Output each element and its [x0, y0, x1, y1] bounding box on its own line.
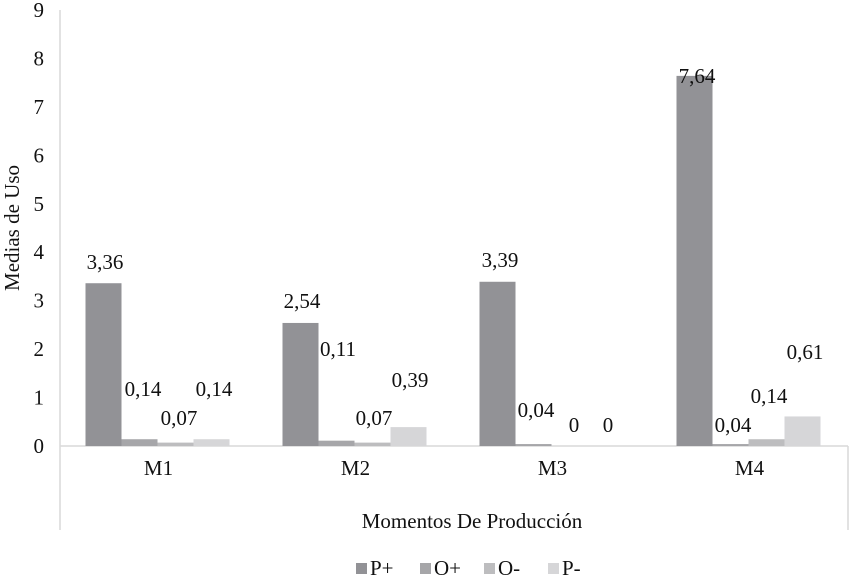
legend-label: O+: [434, 556, 461, 580]
x-tick-label: M2: [341, 456, 370, 480]
legend-item: O+: [420, 556, 461, 580]
x-tick-label: M4: [735, 456, 765, 480]
data-label: 0,11: [320, 337, 356, 361]
legend-item: O-: [484, 556, 520, 580]
bar: [354, 442, 391, 446]
data-label: 2,54: [284, 289, 321, 313]
x-axis-title: Momentos De Producción: [362, 509, 583, 533]
y-axis-title: Medias de Uso: [0, 165, 24, 291]
data-label: 0,14: [125, 377, 162, 401]
bar: [676, 75, 713, 446]
y-tick-label: 5: [34, 192, 45, 216]
axes: 0 1 2 3 4 5 6 7 8 9 M1 M2 M3 M4: [34, 0, 849, 530]
bar: [318, 440, 355, 446]
data-label: 0: [603, 413, 614, 437]
data-label: 0,07: [356, 406, 393, 430]
legend-item: P-: [548, 556, 581, 580]
bar: [479, 281, 516, 446]
legend-swatch: [484, 563, 495, 574]
x-tick-label: M1: [144, 456, 173, 480]
legend-swatch: [356, 563, 367, 574]
bar: [515, 444, 552, 446]
legend-label: O-: [498, 556, 520, 580]
bar: [712, 444, 749, 446]
y-tick-label: 9: [34, 0, 45, 22]
legend-item: P+: [356, 556, 394, 580]
data-label: 7,64: [679, 64, 716, 88]
data-label: 0,14: [196, 377, 233, 401]
data-label: 0,61: [787, 340, 824, 364]
data-label: 3,36: [87, 250, 124, 274]
bars: [85, 75, 821, 446]
legend-swatch: [420, 563, 431, 574]
legend: P+ O+ O- P-: [356, 556, 581, 580]
bar: [121, 439, 158, 446]
y-tick-label: 0: [34, 434, 45, 458]
data-label: 3,39: [482, 248, 519, 272]
y-tick-label: 3: [34, 289, 45, 313]
bar: [193, 439, 230, 446]
bar: [748, 439, 785, 446]
y-tick-label: 2: [34, 337, 45, 361]
data-label: 0: [569, 413, 580, 437]
legend-label: P-: [562, 556, 581, 580]
bar: [157, 442, 194, 446]
x-tick-label: M3: [538, 456, 567, 480]
data-labels: 3,36 0,14 0,07 0,14 2,54 0,11 0,07 0,39 3,39 0,04…: [87, 64, 824, 437]
y-tick-label: 7: [34, 95, 45, 119]
bar: [390, 427, 427, 446]
data-label: 0,14: [751, 384, 788, 408]
legend-swatch: [548, 563, 559, 574]
y-tick-label: 4: [34, 240, 45, 264]
data-label: 0,04: [518, 398, 555, 422]
y-tick-label: 8: [34, 46, 45, 70]
y-tick-label: 6: [34, 143, 45, 167]
bar: [282, 322, 319, 446]
data-label: 0,39: [392, 368, 429, 392]
data-label: 0,04: [715, 413, 752, 437]
y-tick-label: 1: [34, 386, 45, 410]
bar: [784, 416, 821, 446]
data-label: 0,07: [161, 406, 198, 430]
bar: [85, 283, 122, 446]
legend-label: P+: [370, 556, 394, 580]
